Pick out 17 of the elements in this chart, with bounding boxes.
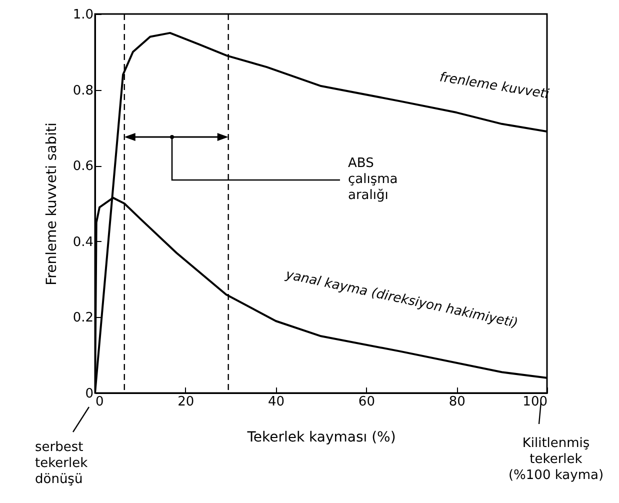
text: serbest tekerlek dönüşü [35,440,88,487]
x-tick-label: 0 [96,394,104,410]
text: Kilitlenmiş tekerlek (%100 kayma) [508,436,604,483]
x-tick-label: 40 [268,394,285,410]
text: frenleme kuvveti [438,70,550,102]
annotation: ABS çalışma aralığı [348,156,398,203]
x-axis-title: Tekerlek kayması (%) [246,430,396,446]
x-tick-label: 60 [358,394,375,410]
y-tick-label: 0.8 [72,83,94,98]
x-tick-label: 100 [522,394,548,410]
y-tick-label: 0.2 [72,310,94,326]
y-axis-title: Frenleme kuvveti sabiti [44,122,60,286]
x-tick-label: 20 [178,394,194,410]
y-tick-label: 0.6 [72,159,94,174]
y-tick-label: 1.0 [72,8,94,22]
y-tick-label: 0.4 [72,234,94,250]
x-tick-label: 80 [448,394,466,410]
